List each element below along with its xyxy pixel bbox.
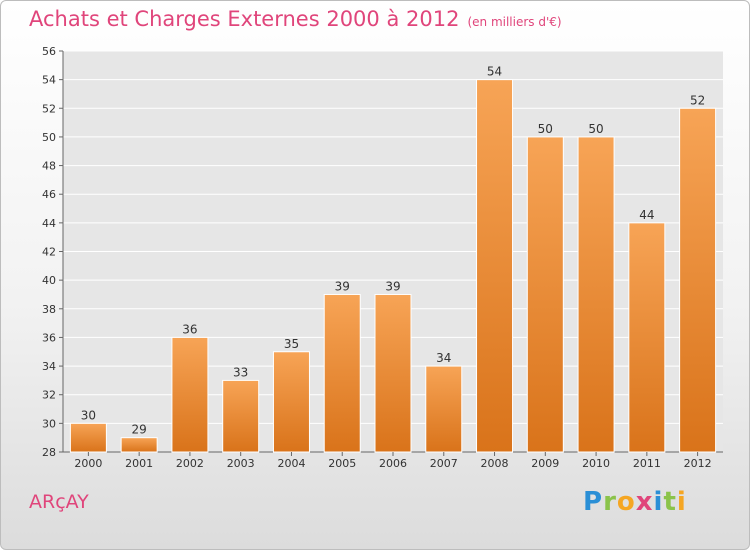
x-tick-label: 2003 <box>227 457 255 470</box>
data-label: 34 <box>436 351 451 365</box>
y-tick-label: 46 <box>42 188 56 201</box>
commune-name: ARçAY <box>29 491 89 513</box>
bar-2000 <box>69 422 107 453</box>
x-tick-label: 2012 <box>684 457 712 470</box>
y-tick-label: 36 <box>42 331 56 344</box>
data-label: 54 <box>487 65 502 79</box>
chart-title-text: Achats et Charges Externes 2000 à 2012 <box>29 7 460 31</box>
bar-2004 <box>272 351 310 453</box>
data-label: 33 <box>233 365 248 379</box>
bar-2012 <box>679 107 717 453</box>
x-tick-label: 2005 <box>328 457 356 470</box>
x-tick-label: 2004 <box>277 457 305 470</box>
y-tick-label: 42 <box>42 246 56 259</box>
y-tick-label: 40 <box>42 274 56 287</box>
y-tick-label: 56 <box>42 45 56 58</box>
y-tick-label: 28 <box>42 446 56 459</box>
y-tick-label: 54 <box>42 74 56 87</box>
bar-2008 <box>476 79 514 453</box>
data-label: 50 <box>538 122 553 136</box>
bar-2002 <box>171 336 209 453</box>
data-label: 39 <box>335 279 350 293</box>
x-tick-label: 2007 <box>430 457 458 470</box>
data-label: 50 <box>588 122 603 136</box>
bar-2001 <box>120 437 158 453</box>
data-label: 36 <box>182 322 197 336</box>
data-label: 44 <box>639 208 654 222</box>
y-tick-label: 34 <box>42 360 56 373</box>
data-label: 35 <box>284 337 299 351</box>
bar-2010 <box>577 136 615 453</box>
bar-2005 <box>323 293 361 453</box>
y-tick-label: 44 <box>42 217 56 230</box>
y-tick-label: 38 <box>42 303 56 316</box>
bar-2009 <box>526 136 564 453</box>
x-tick-label: 2002 <box>176 457 204 470</box>
data-label: 29 <box>132 423 147 437</box>
data-label: 39 <box>385 279 400 293</box>
x-tick-label: 2008 <box>481 457 509 470</box>
bar-2007 <box>425 365 463 453</box>
data-label: 30 <box>81 408 96 422</box>
bar-2003 <box>222 379 260 453</box>
data-label: 52 <box>690 93 705 107</box>
proxiti-logo: Proxiti <box>583 487 687 517</box>
x-tick-label: 2009 <box>531 457 559 470</box>
x-tick-label: 2011 <box>633 457 661 470</box>
y-tick-label: 30 <box>42 417 56 430</box>
x-tick-label: 2001 <box>125 457 153 470</box>
x-tick-label: 2006 <box>379 457 407 470</box>
chart-title: Achats et Charges Externes 2000 à 2012 (e… <box>29 7 562 31</box>
x-tick-label: 2010 <box>582 457 610 470</box>
bar-2006 <box>374 293 412 453</box>
y-tick-label: 50 <box>42 131 56 144</box>
x-tick-label: 2000 <box>74 457 102 470</box>
bar-2011 <box>628 222 666 453</box>
y-tick-label: 52 <box>42 102 56 115</box>
chart-subtitle: (en milliers d'€) <box>467 15 562 29</box>
y-tick-label: 32 <box>42 389 56 402</box>
y-tick-label: 48 <box>42 160 56 173</box>
